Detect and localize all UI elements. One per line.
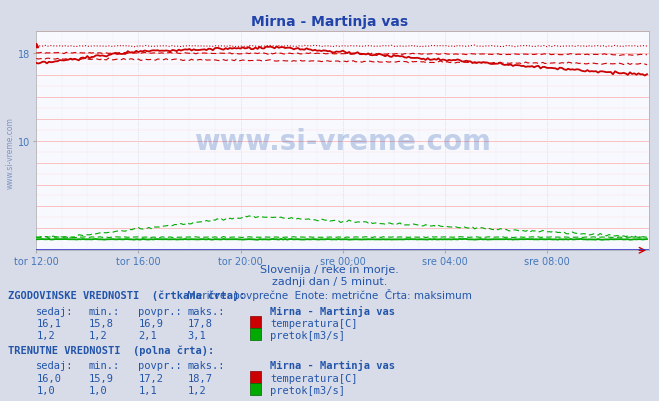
Text: www.si-vreme.com: www.si-vreme.com	[5, 117, 14, 188]
Text: Mirna - Martinja vas: Mirna - Martinja vas	[270, 360, 395, 371]
Text: 1,0: 1,0	[89, 385, 107, 395]
Text: Mirna - Martinja vas: Mirna - Martinja vas	[270, 305, 395, 316]
Text: pretok[m3/s]: pretok[m3/s]	[270, 330, 345, 340]
Text: 17,8: 17,8	[188, 319, 213, 329]
Text: 1,2: 1,2	[89, 330, 107, 340]
Text: temperatura[C]: temperatura[C]	[270, 373, 358, 383]
Text: sedaj:: sedaj:	[36, 360, 74, 371]
Text: pretok[m3/s]: pretok[m3/s]	[270, 385, 345, 395]
Text: 1,1: 1,1	[138, 385, 157, 395]
Text: 16,9: 16,9	[138, 319, 163, 329]
Text: 18,7: 18,7	[188, 373, 213, 383]
Text: 2,1: 2,1	[138, 330, 157, 340]
Text: povpr.:: povpr.:	[138, 360, 182, 371]
Text: povpr.:: povpr.:	[138, 306, 182, 316]
Text: Mirna - Martinja vas: Mirna - Martinja vas	[251, 15, 408, 29]
Text: ZGODOVINSKE VREDNOSTI  (črtkana črta):: ZGODOVINSKE VREDNOSTI (črtkana črta):	[8, 290, 245, 301]
Text: 15,8: 15,8	[89, 319, 114, 329]
Text: maks.:: maks.:	[188, 360, 225, 371]
Text: www.si-vreme.com: www.si-vreme.com	[194, 128, 491, 155]
Text: min.:: min.:	[89, 360, 120, 371]
Text: TRENUTNE VREDNOSTI  (polna črta):: TRENUTNE VREDNOSTI (polna črta):	[8, 345, 214, 355]
Text: sedaj:: sedaj:	[36, 306, 74, 316]
Text: 1,0: 1,0	[36, 385, 55, 395]
Text: 3,1: 3,1	[188, 330, 206, 340]
Text: temperatura[C]: temperatura[C]	[270, 319, 358, 329]
Text: Meritve: povprečne  Enote: metrične  Črta: maksimum: Meritve: povprečne Enote: metrične Črta:…	[187, 289, 472, 301]
Text: Slovenija / reke in morje.: Slovenija / reke in morje.	[260, 265, 399, 275]
Text: 1,2: 1,2	[36, 330, 55, 340]
Text: 1,2: 1,2	[188, 385, 206, 395]
Text: 17,2: 17,2	[138, 373, 163, 383]
Text: 15,9: 15,9	[89, 373, 114, 383]
Text: maks.:: maks.:	[188, 306, 225, 316]
Text: 16,1: 16,1	[36, 319, 61, 329]
Text: min.:: min.:	[89, 306, 120, 316]
Text: 16,0: 16,0	[36, 373, 61, 383]
Text: zadnji dan / 5 minut.: zadnji dan / 5 minut.	[272, 277, 387, 287]
